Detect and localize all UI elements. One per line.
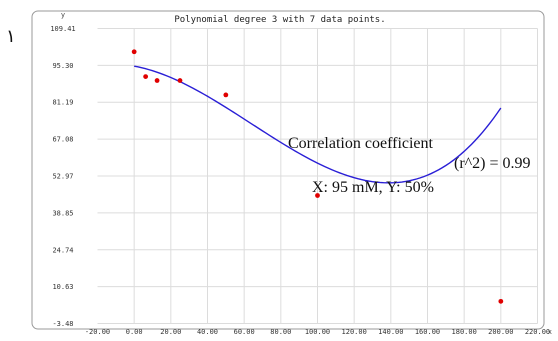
plot-frame: [31, 10, 545, 330]
x-tick-labels: -20.00 0.00 20.00 40.00 60.00 80.00 100.00 120.…: [85, 328, 550, 336]
data-points: [131, 49, 504, 304]
correlation-label: Correlation coefficient: [288, 135, 434, 152]
grid: [97, 28, 538, 324]
y-tick-label: 67.08: [52, 136, 73, 144]
x-tick-label: 120.00: [342, 328, 367, 336]
data-point: [223, 92, 229, 98]
data-point: [131, 49, 137, 55]
y-tick-labels: 109.41 95.30 81.19 67.08 52.97 38.85 24.74 10.6…: [50, 25, 75, 328]
x-tick-label: 40.00: [197, 328, 218, 336]
x-tick-label: 80.00: [270, 328, 291, 336]
x-axis-label: x: [548, 328, 552, 336]
x-tick-label: 160.00: [415, 328, 440, 336]
x-tick-label: 100.00: [305, 328, 330, 336]
y-tick-label: 52.97: [52, 172, 73, 180]
data-point: [498, 298, 504, 304]
x-tick-label: 140.00: [378, 328, 403, 336]
x-tick-label: 220.00: [525, 328, 550, 336]
data-point: [143, 74, 149, 80]
y-tick-label: 95.30: [52, 62, 73, 70]
x-tick-label: 200.00: [488, 328, 513, 336]
y-tick-label: 24.74: [52, 246, 73, 254]
data-point: [177, 78, 183, 83]
point-label: X: 95 mM, Y: 50%: [312, 179, 434, 196]
x-tick-label: -20.00: [85, 328, 110, 336]
data-point: [315, 193, 320, 198]
y-tick-label: 81.19: [52, 99, 73, 107]
x-tick-label: 60.00: [234, 328, 255, 336]
fit-curve: [134, 65, 502, 184]
y-tick-label: 109.41: [50, 25, 75, 33]
y-tick-label: -3.48: [52, 320, 73, 328]
r-squared-label: (r^2) = 0.99: [454, 155, 531, 172]
x-tick-label: 20.00: [160, 328, 181, 336]
x-tick-label: 0.00: [126, 328, 143, 336]
data-point: [154, 78, 160, 83]
page-mark: ١: [6, 26, 16, 46]
chart-title: Polynomial degree 3 with 7 data points.: [174, 15, 385, 25]
x-tick-label: 180.00: [452, 328, 477, 336]
y-axis-label: y: [61, 11, 65, 19]
y-tick-label: 38.85: [52, 209, 73, 217]
y-tick-label: 10.63: [52, 283, 73, 291]
